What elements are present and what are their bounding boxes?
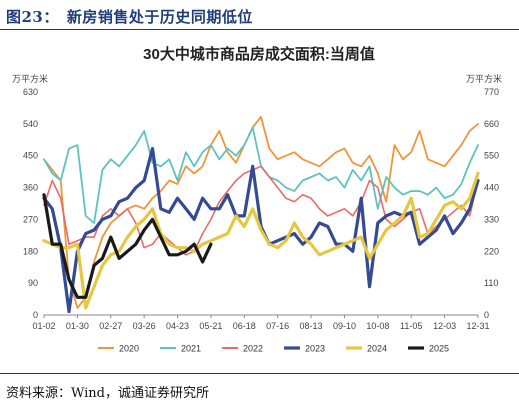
x-tick-label: 11-05 xyxy=(400,321,422,331)
x-tick-label: 09-10 xyxy=(333,321,356,331)
y-left-tick-label: 630 xyxy=(23,87,38,97)
y-left-tick-label: 450 xyxy=(23,151,38,161)
legend-label-2023: 2023 xyxy=(305,344,325,354)
y-left-tick-label: 360 xyxy=(23,183,38,193)
y-right-tick-label: 550 xyxy=(484,151,499,161)
y-right-tick-label: 660 xyxy=(484,119,499,129)
y-left-tick-label: 270 xyxy=(23,214,38,224)
x-tick-label: 04-23 xyxy=(166,321,189,331)
x-tick-label: 03-26 xyxy=(133,321,156,331)
legend-label-2020: 2020 xyxy=(119,344,139,354)
y-right-tick-label: 440 xyxy=(484,183,499,193)
legend-label-2022: 2022 xyxy=(243,344,263,354)
y-left-tick-label: 90 xyxy=(28,278,38,288)
x-tick-label: 05-21 xyxy=(199,321,222,331)
chart-title: 30大中城市商品房成交面积:当周值 xyxy=(143,45,375,63)
x-tick-label: 01-02 xyxy=(32,321,55,331)
y-right-tick-label: 220 xyxy=(484,246,499,256)
series-line-2025 xyxy=(42,193,213,299)
y-right-tick-label: 0 xyxy=(484,310,489,320)
series-layer xyxy=(42,115,480,314)
x-tick-label: 06-18 xyxy=(233,321,256,331)
x-tick-label: 02-27 xyxy=(99,321,122,331)
footer-rule xyxy=(0,373,519,374)
legend-label-2024: 2024 xyxy=(367,344,387,354)
x-tick-label: 10-08 xyxy=(366,321,389,331)
axes: 0 90 180 270 360 450 540 630 0 110 220 330 440 550 660… xyxy=(23,87,499,331)
x-tick-label: 07-16 xyxy=(266,321,289,331)
y-right-tick-label: 770 xyxy=(484,87,499,97)
x-tick-label: 01-30 xyxy=(66,321,89,331)
y-right-tick-label: 330 xyxy=(484,214,499,224)
figure-footer: 资料来源：Wind，诚通证券研究所 xyxy=(0,370,519,406)
header-rule xyxy=(0,29,519,30)
legend: 2020 2021 2022 2023 2024 2025 xyxy=(98,344,449,354)
y-left-tick-label: 0 xyxy=(33,310,38,320)
y-left-axis-label: 万平方米 xyxy=(12,73,48,84)
x-tick-label: 08-13 xyxy=(300,321,323,331)
y-right-axis-label: 万平方米 xyxy=(466,73,502,84)
legend-label-2021: 2021 xyxy=(181,344,201,354)
series-line-2022 xyxy=(43,165,479,256)
x-tick-label: 12-31 xyxy=(466,321,489,331)
series-line-2020 xyxy=(43,115,479,309)
y-left-tick-label: 180 xyxy=(23,246,38,256)
y-left-tick-label: 540 xyxy=(23,119,38,129)
legend-label-2025: 2025 xyxy=(429,344,449,354)
y-right-tick-label: 110 xyxy=(484,278,498,288)
source-note: 资料来源：Wind，诚通证券研究所 xyxy=(6,386,209,401)
x-tick-label: 12-03 xyxy=(433,321,456,331)
figure-header: 图23： 新房销售处于历史同期低位 xyxy=(0,0,519,30)
figure-label: 图23： 新房销售处于历史同期低位 xyxy=(6,8,253,26)
line-chart: 30大中城市商品房成交面积:当周值 万平方米 万平方米 0 90 180 270 360… xyxy=(12,45,502,354)
